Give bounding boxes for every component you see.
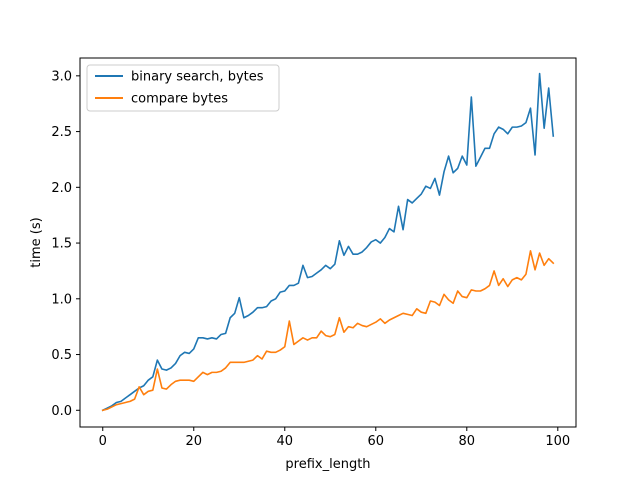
series-line-1: [101, 250, 555, 412]
x-axis-label: prefix_length: [285, 457, 370, 472]
x-tick-label: 60: [368, 434, 385, 449]
y-tick-label: 0.0: [51, 404, 72, 419]
legend: binary search, bytes compare bytes: [86, 64, 280, 112]
x-tick-label: 80: [459, 434, 476, 449]
series-layer: [101, 72, 555, 412]
x-tick-label: 0: [99, 434, 107, 449]
plot-frame: [79, 57, 577, 428]
y-tick-label: 2.5: [51, 125, 72, 140]
y-tick-label: 3.0: [51, 69, 72, 84]
y-tick-label: 2.0: [51, 181, 72, 196]
y-tick-label: 1.5: [51, 237, 72, 252]
series-line-0: [101, 72, 555, 412]
y-tick-label: 1.0: [51, 292, 72, 307]
x-tick-label: 100: [545, 434, 570, 449]
y-axis-label: time (s): [29, 217, 44, 267]
legend-label-compare-bytes: compare bytes: [131, 92, 228, 107]
x-axis: 0 20 40 60 80 100: [99, 427, 570, 449]
x-tick-label: 40: [276, 434, 293, 449]
y-tick-label: 0.5: [51, 348, 72, 363]
x-tick-label: 20: [185, 434, 202, 449]
legend-label-binary-search: binary search, bytes: [131, 70, 264, 85]
y-axis: 0.0 0.5 1.0 1.5 2.0 2.5 3.0: [51, 69, 80, 419]
legend-box: [86, 64, 280, 112]
